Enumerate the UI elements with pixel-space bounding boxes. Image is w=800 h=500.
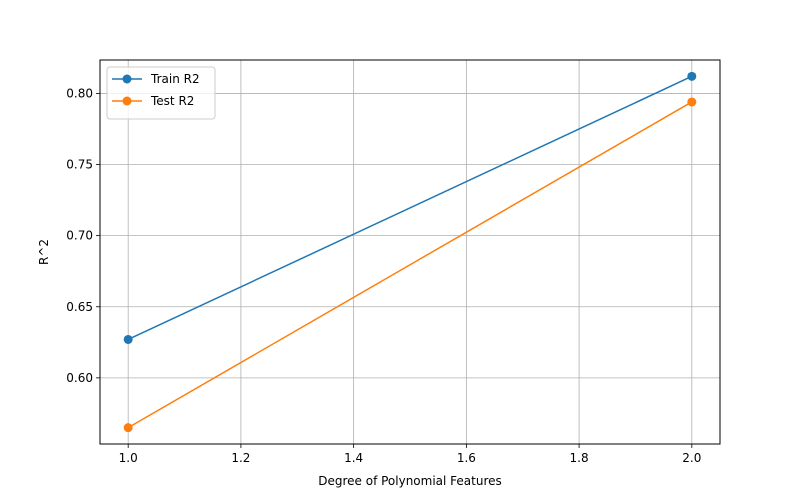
data-point-test-r2 [123, 423, 133, 433]
ticks: 1.0 1.2 1.4 1.6 1.8 2.0 0.60 0.65 0.70 0.75 0.80 [66, 86, 701, 465]
series-line-test-r2 [127, 101, 693, 429]
x-tick-label: 1.6 [457, 451, 476, 465]
y-tick-label: 0.75 [66, 158, 93, 172]
x-tick-label: 1.2 [231, 451, 250, 465]
series-line-train-r2 [127, 75, 693, 341]
y-axis-label: R^2 [37, 239, 51, 265]
data-point-test-r2 [687, 97, 697, 107]
legend-label-train-r2: Train R2 [150, 72, 200, 86]
legend-box [106, 66, 216, 120]
series-layer [123, 71, 697, 433]
legend-marker-test-r2 [122, 96, 132, 106]
data-point-train-r2 [123, 334, 133, 344]
data-point-train-r2 [687, 71, 697, 81]
x-tick-label: 1.8 [570, 451, 589, 465]
axes-frame [99, 59, 721, 445]
y-tick-label: 0.65 [66, 300, 93, 314]
y-tick-label: 0.80 [66, 86, 93, 100]
legend-marker-train-r2 [122, 74, 132, 84]
x-tick-label: 1.0 [119, 451, 138, 465]
x-tick-label: 1.4 [344, 451, 363, 465]
x-axis-label: Degree of Polynomial Features [318, 474, 502, 488]
y-tick-label: 0.60 [66, 371, 93, 385]
y-tick-label: 0.70 [66, 229, 93, 243]
legend-label-test-r2: Test R2 [150, 94, 194, 108]
grid [100, 60, 720, 444]
x-tick-label: 2.0 [682, 451, 701, 465]
legend: Train R2 Test R2 [106, 66, 216, 120]
